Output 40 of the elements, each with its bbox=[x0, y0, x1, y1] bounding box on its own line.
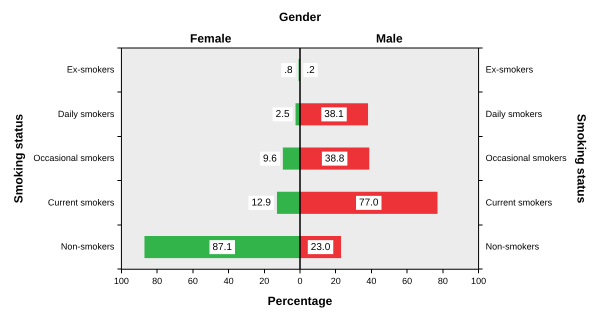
x-tick-label: 40 bbox=[224, 276, 234, 286]
bar bbox=[282, 148, 300, 170]
bar bbox=[276, 192, 300, 214]
y-tick-label: Current smokers bbox=[486, 197, 553, 208]
x-tick-label: 60 bbox=[402, 276, 412, 286]
y-tick-label: Ex-smokers bbox=[486, 64, 534, 75]
chart-subtitle: Male bbox=[376, 31, 403, 46]
x-tick-label: 100 bbox=[471, 276, 486, 286]
data-label: .8 bbox=[284, 64, 294, 76]
y-tick-label: Daily smokers bbox=[58, 108, 115, 119]
chart-title: Gender bbox=[278, 9, 322, 26]
x-tick-label: 40 bbox=[366, 276, 376, 286]
x-tick-label: 80 bbox=[152, 276, 162, 286]
x-tick-label: 80 bbox=[438, 276, 448, 286]
data-label: 87.1 bbox=[212, 242, 232, 253]
y-tick-label: Non-smokers bbox=[60, 242, 115, 252]
x-tick-label: 60 bbox=[188, 276, 198, 286]
y-axis-title: Smoking status bbox=[12, 114, 26, 204]
x-tick-label: 20 bbox=[330, 276, 341, 286]
x-tick-label: 100 bbox=[114, 276, 129, 286]
y-tick-label: Occasional smokers bbox=[486, 153, 568, 164]
data-label: 9.6 bbox=[262, 153, 278, 164]
data-label: 23.0 bbox=[310, 242, 331, 253]
bar bbox=[296, 103, 300, 126]
data-label: .2 bbox=[306, 64, 316, 76]
data-label: 77.0 bbox=[359, 198, 379, 209]
y-tick-label: Daily smokers bbox=[486, 108, 543, 119]
data-label: 38.1 bbox=[324, 109, 344, 120]
y2-axis-title: Smoking status bbox=[574, 114, 588, 204]
y-tick-label: Non-smokers bbox=[486, 242, 540, 252]
y-tick-label: Occasional smokers bbox=[33, 153, 115, 164]
y-tick-label: Ex-smokers bbox=[66, 64, 115, 75]
data-label: 12.9 bbox=[252, 198, 272, 209]
data-label: 38.8 bbox=[324, 153, 345, 164]
y-tick-label: Current smokers bbox=[48, 197, 115, 208]
data-label: 2.5 bbox=[276, 109, 290, 120]
x-tick-label: 20 bbox=[259, 276, 270, 286]
x-tick-label: 0 bbox=[297, 276, 303, 286]
chart-subtitle: Female bbox=[190, 31, 232, 46]
x-axis-title: Percentage bbox=[266, 293, 334, 308]
